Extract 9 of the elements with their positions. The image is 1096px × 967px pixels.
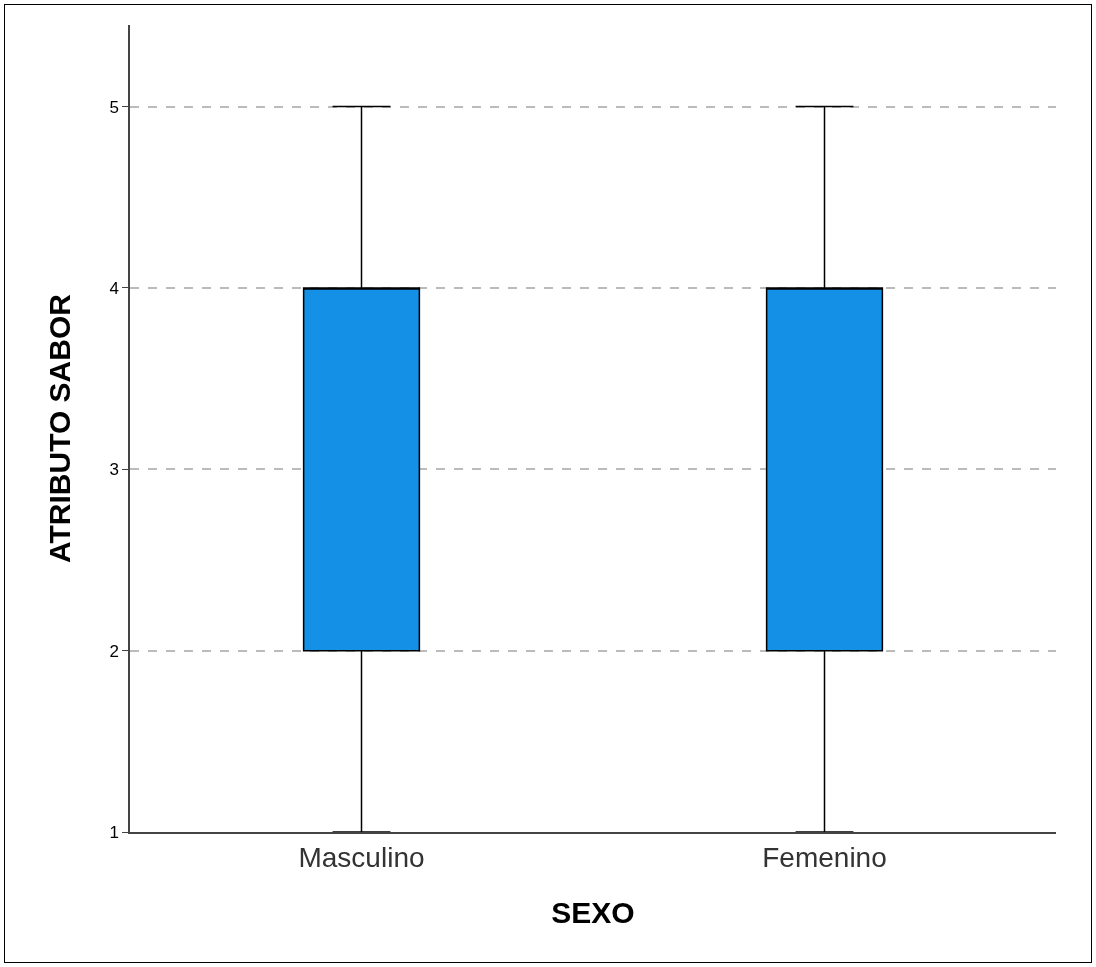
y-tick-label: 3 — [109, 460, 119, 480]
y-tick-label: 1 — [109, 822, 119, 842]
x-tick-label: Femenino — [762, 842, 887, 874]
y-axis-title: ATRIBUTO SABOR — [42, 293, 76, 563]
y-tick-label: 5 — [109, 97, 119, 117]
y-tick-label: 4 — [109, 278, 119, 298]
x-tick-label: Masculino — [298, 842, 425, 874]
x-axis-title: SEXO — [551, 896, 635, 930]
y-tick-label: 2 — [109, 641, 119, 661]
